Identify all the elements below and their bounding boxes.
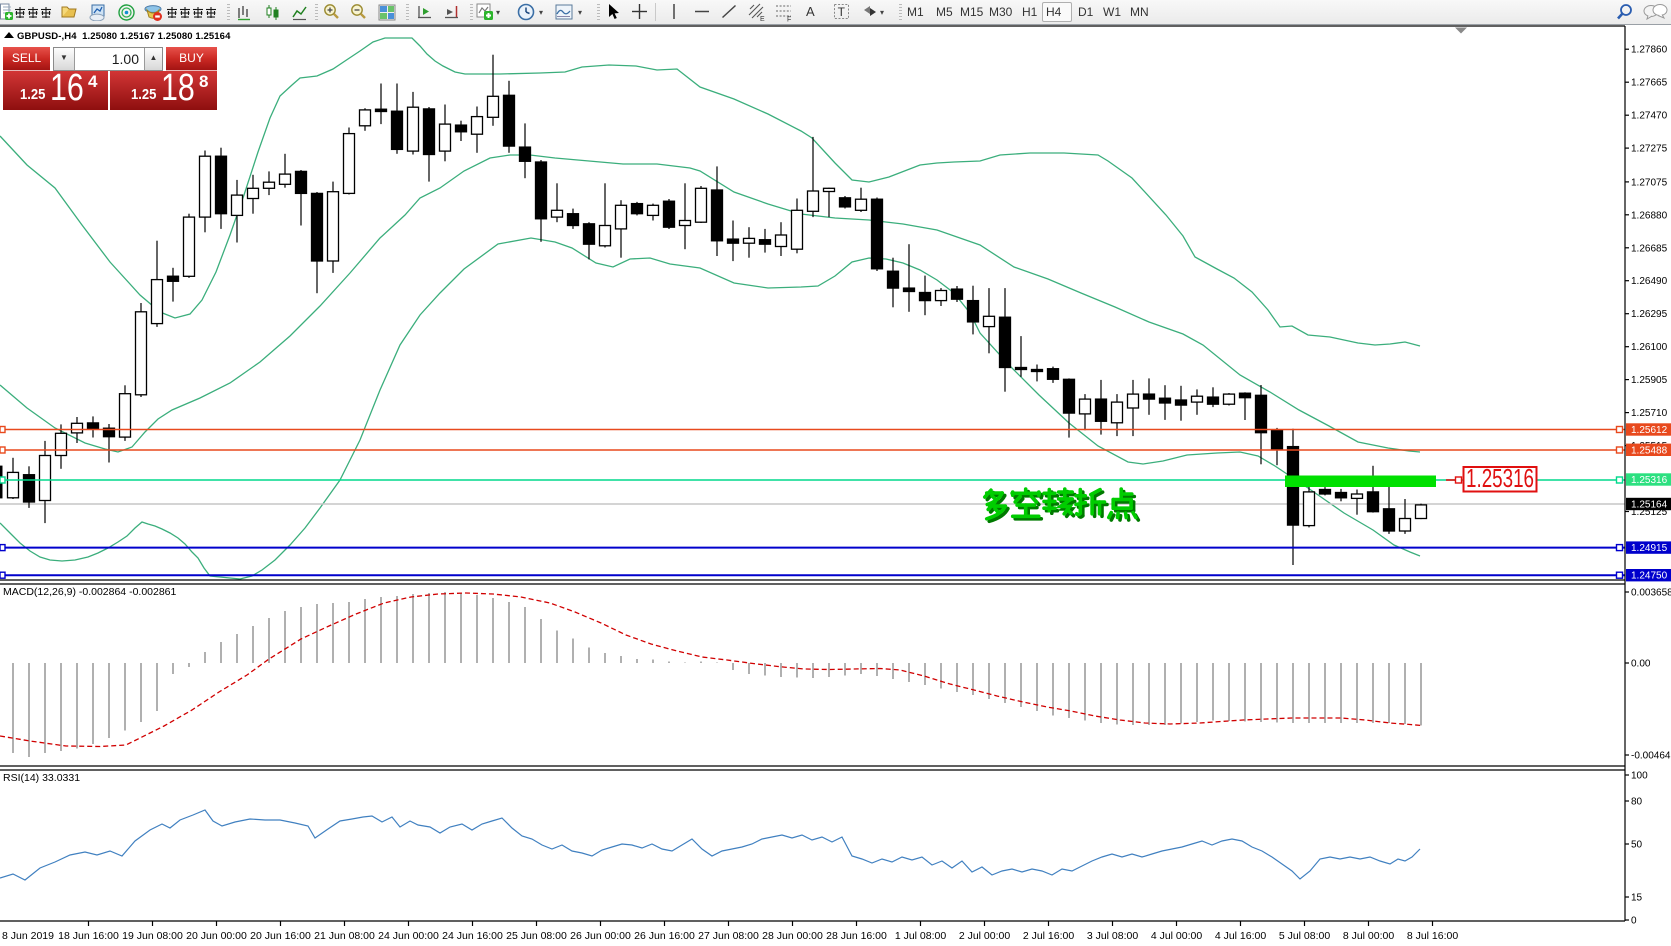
svg-text:100: 100 xyxy=(1631,771,1648,782)
svg-text:0.00: 0.00 xyxy=(1631,659,1651,670)
svg-text:3 Jul 08:00: 3 Jul 08:00 xyxy=(1087,930,1139,942)
svg-text:1.25710: 1.25710 xyxy=(1631,408,1668,419)
svg-text:1.25316: 1.25316 xyxy=(1631,475,1668,486)
svg-text:1.25612: 1.25612 xyxy=(1631,425,1668,436)
svg-text:1.27275: 1.27275 xyxy=(1631,144,1668,155)
svg-text:1.26490: 1.26490 xyxy=(1631,276,1668,287)
svg-text:4 Jul 00:00: 4 Jul 00:00 xyxy=(1151,930,1203,942)
svg-text:1.26100: 1.26100 xyxy=(1631,342,1668,353)
svg-text:1.26685: 1.26685 xyxy=(1631,243,1668,254)
svg-text:1.25164: 1.25164 xyxy=(1631,500,1668,511)
svg-text:18 Jun 16:00: 18 Jun 16:00 xyxy=(58,930,119,942)
svg-text:1 Jul 08:00: 1 Jul 08:00 xyxy=(895,930,947,942)
svg-text:8 Jul 00:00: 8 Jul 00:00 xyxy=(1343,930,1395,942)
svg-text:27 Jun 08:00: 27 Jun 08:00 xyxy=(698,930,759,942)
svg-text:80: 80 xyxy=(1631,797,1643,808)
svg-text:21 Jun 08:00: 21 Jun 08:00 xyxy=(314,930,375,942)
svg-text:-0.004645: -0.004645 xyxy=(1631,751,1671,762)
svg-text:28 Jun 16:00: 28 Jun 16:00 xyxy=(826,930,887,942)
svg-text:2 Jul 16:00: 2 Jul 16:00 xyxy=(1023,930,1075,942)
svg-text:1.27470: 1.27470 xyxy=(1631,111,1668,122)
svg-text:1.25316: 1.25316 xyxy=(1466,463,1534,493)
svg-text:8 Jun 2019: 8 Jun 2019 xyxy=(2,930,54,942)
svg-text:1.25488: 1.25488 xyxy=(1631,445,1668,456)
svg-text:1.27075: 1.27075 xyxy=(1631,177,1668,188)
svg-text:15: 15 xyxy=(1631,893,1643,904)
svg-text:F: F xyxy=(787,17,791,23)
svg-text:26 Jun 16:00: 26 Jun 16:00 xyxy=(634,930,695,942)
svg-text:RSI(14) 33.0331: RSI(14) 33.0331 xyxy=(3,772,80,784)
svg-text:1.27860: 1.27860 xyxy=(1631,45,1668,56)
svg-text:8 Jul 16:00: 8 Jul 16:00 xyxy=(1407,930,1459,942)
svg-text:1.25125: 1.25125 xyxy=(1631,507,1668,518)
svg-text:0.003658: 0.003658 xyxy=(1631,588,1671,599)
svg-text:1.25905: 1.25905 xyxy=(1631,375,1668,386)
svg-text:24 Jun 00:00: 24 Jun 00:00 xyxy=(378,930,439,942)
svg-text:4 Jul 16:00: 4 Jul 16:00 xyxy=(1215,930,1267,942)
svg-text:1.24750: 1.24750 xyxy=(1631,571,1668,582)
svg-text:1.26295: 1.26295 xyxy=(1631,309,1668,320)
svg-text:20 Jun 00:00: 20 Jun 00:00 xyxy=(186,930,247,942)
svg-text:19 Jun 08:00: 19 Jun 08:00 xyxy=(122,930,183,942)
svg-text:5 Jul 08:00: 5 Jul 08:00 xyxy=(1279,930,1331,942)
svg-text:0: 0 xyxy=(1631,916,1637,927)
svg-text:1.27665: 1.27665 xyxy=(1631,78,1668,89)
svg-text:2 Jul 00:00: 2 Jul 00:00 xyxy=(959,930,1011,942)
svg-text:E: E xyxy=(760,16,765,22)
svg-text:28 Jun 00:00: 28 Jun 00:00 xyxy=(762,930,823,942)
svg-text:1.26880: 1.26880 xyxy=(1631,210,1668,221)
svg-text:50: 50 xyxy=(1631,840,1643,851)
svg-text:20 Jun 16:00: 20 Jun 16:00 xyxy=(250,930,311,942)
svg-text:24 Jun 16:00: 24 Jun 16:00 xyxy=(442,930,503,942)
svg-text:MACD(12,26,9) -0.002864 -0.002: MACD(12,26,9) -0.002864 -0.002861 xyxy=(3,586,177,598)
svg-text:26 Jun 00:00: 26 Jun 00:00 xyxy=(570,930,631,942)
svg-text:1.24915: 1.24915 xyxy=(1631,543,1668,554)
svg-text:T: T xyxy=(838,5,846,19)
svg-text:25 Jun 08:00: 25 Jun 08:00 xyxy=(506,930,567,942)
